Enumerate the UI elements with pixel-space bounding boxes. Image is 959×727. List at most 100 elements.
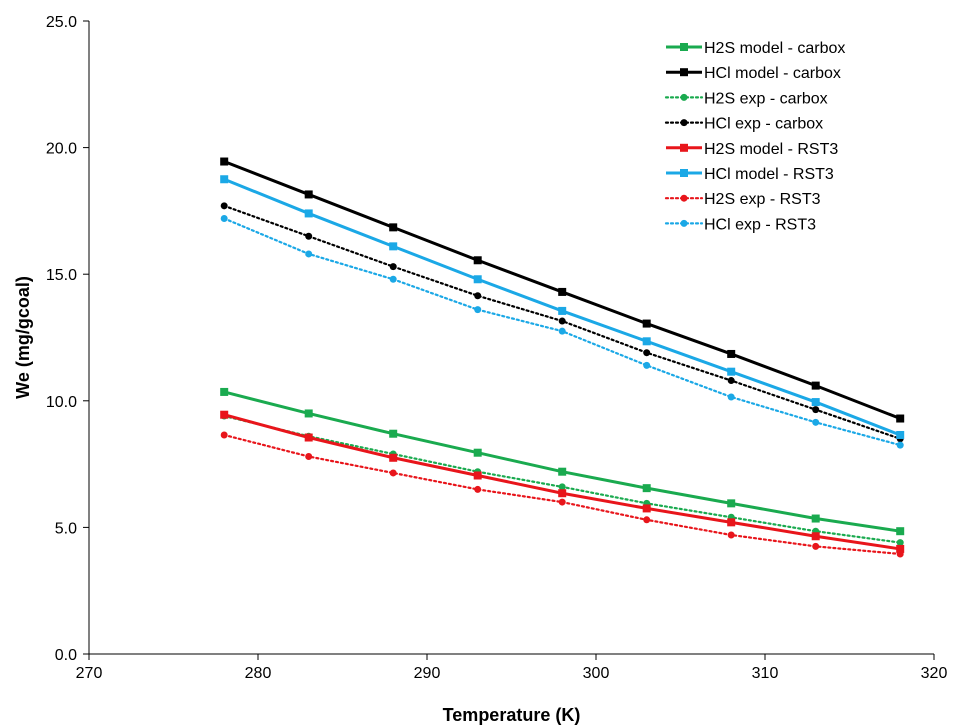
data-point-circle xyxy=(305,232,313,240)
data-point-circle xyxy=(220,214,228,222)
y-tick-label: 15.0 xyxy=(46,267,77,284)
legend-item: HCl exp - carbox xyxy=(664,116,823,133)
data-point-square xyxy=(389,429,398,438)
data-point-circle xyxy=(643,361,651,369)
data-point-square xyxy=(220,157,229,166)
legend-label: HCl exp - RST3 xyxy=(704,216,816,233)
data-point-square xyxy=(220,387,229,396)
legend: H2S model - carbox HCl model - carbox H2S … xyxy=(664,40,845,233)
data-point-square xyxy=(642,504,651,513)
series-1 xyxy=(220,387,905,536)
data-point-circle xyxy=(727,377,735,385)
x-tick-label: 300 xyxy=(583,665,610,682)
x-axis-title: Temperature (K) xyxy=(443,705,581,725)
data-point-square xyxy=(473,448,482,457)
legend-marker-square xyxy=(680,43,688,51)
data-point-circle xyxy=(896,539,904,547)
legend-label: H2S model - carbox xyxy=(704,40,845,57)
legend-marker-circle xyxy=(680,93,688,101)
data-point-circle xyxy=(474,306,482,314)
legend-item: HCl exp - RST3 xyxy=(664,216,816,233)
data-point-circle xyxy=(558,498,566,506)
data-point-circle xyxy=(389,263,397,271)
data-point-circle xyxy=(220,431,228,439)
legend-marker-circle xyxy=(680,119,688,127)
data-point-square xyxy=(642,484,651,493)
data-point-circle xyxy=(474,485,482,493)
x-tick-label: 320 xyxy=(921,665,948,682)
legend-item: HCl model - RST3 xyxy=(666,166,834,183)
data-point-circle xyxy=(727,531,735,539)
data-point-square xyxy=(811,398,820,407)
data-point-circle xyxy=(558,327,566,335)
legend-label: HCl model - carbox xyxy=(704,65,841,82)
data-point-square xyxy=(811,381,820,390)
data-point-circle xyxy=(474,292,482,300)
data-point-circle xyxy=(389,275,397,283)
x-tick-label: 310 xyxy=(752,665,779,682)
legend-label: H2S exp - RST3 xyxy=(704,191,821,208)
data-point-circle xyxy=(220,202,228,210)
x-tick-label: 280 xyxy=(245,665,272,682)
data-point-square xyxy=(727,499,736,508)
x-axis-ticks: 270 280 290 300 310 320 xyxy=(76,654,948,682)
data-point-square xyxy=(304,433,313,442)
data-point-circle xyxy=(643,516,651,524)
legend-label: HCl exp - carbox xyxy=(704,116,823,133)
legend-label: HCl model - RST3 xyxy=(704,166,834,183)
data-point-square xyxy=(896,430,905,439)
data-point-square xyxy=(220,175,229,184)
data-point-square xyxy=(558,287,567,296)
series-line xyxy=(223,414,902,544)
data-point-square xyxy=(558,467,567,476)
data-point-square xyxy=(220,410,229,419)
y-tick-label: 20.0 xyxy=(46,141,77,158)
data-point-square xyxy=(389,453,398,462)
data-point-square xyxy=(642,319,651,328)
data-point-square xyxy=(304,190,313,199)
data-point-square xyxy=(473,471,482,480)
data-point-square xyxy=(304,409,313,418)
data-point-circle xyxy=(812,542,820,550)
data-point-square xyxy=(473,256,482,265)
plot-area: 270 280 290 300 310 320 0.0 5.0 10.0 15.0 20.0 25.… xyxy=(46,14,948,682)
data-point-square xyxy=(727,367,736,376)
data-point-square xyxy=(811,514,820,523)
series-5 xyxy=(220,410,905,553)
series-2 xyxy=(220,157,905,423)
data-point-circle xyxy=(558,317,566,325)
data-point-circle xyxy=(727,393,735,401)
legend-marker-square xyxy=(680,68,688,77)
series-7 xyxy=(220,431,904,558)
data-point-square xyxy=(473,275,482,284)
data-point-square xyxy=(389,242,398,251)
series-group xyxy=(220,157,905,558)
series-line xyxy=(223,390,901,533)
data-point-square xyxy=(727,518,736,527)
data-point-circle xyxy=(389,469,397,477)
series-4 xyxy=(220,202,904,443)
data-point-circle xyxy=(558,483,566,491)
data-point-square xyxy=(896,414,905,423)
data-point-square xyxy=(389,223,398,232)
y-tick-label: 10.0 xyxy=(46,394,77,411)
legend-label: H2S model - RST3 xyxy=(704,141,838,158)
legend-marker-square xyxy=(680,143,688,152)
legend-item: H2S model - RST3 xyxy=(666,141,838,158)
series-6 xyxy=(220,175,905,439)
data-point-square xyxy=(811,532,820,541)
legend-marker-circle xyxy=(680,219,688,227)
series-8 xyxy=(220,214,904,449)
data-point-square xyxy=(558,489,567,498)
series-3 xyxy=(220,412,904,547)
data-point-circle xyxy=(643,349,651,357)
data-point-circle xyxy=(896,550,904,558)
y-tick-label: 25.0 xyxy=(46,14,77,31)
data-point-circle xyxy=(896,441,904,449)
y-axis-title: We (mg/gcoal) xyxy=(13,276,33,399)
legend-marker-circle xyxy=(680,194,688,202)
legend-label: H2S exp - carbox xyxy=(704,90,828,107)
legend-item: H2S exp - RST3 xyxy=(664,191,821,208)
legend-item: H2S model - carbox xyxy=(666,40,845,57)
